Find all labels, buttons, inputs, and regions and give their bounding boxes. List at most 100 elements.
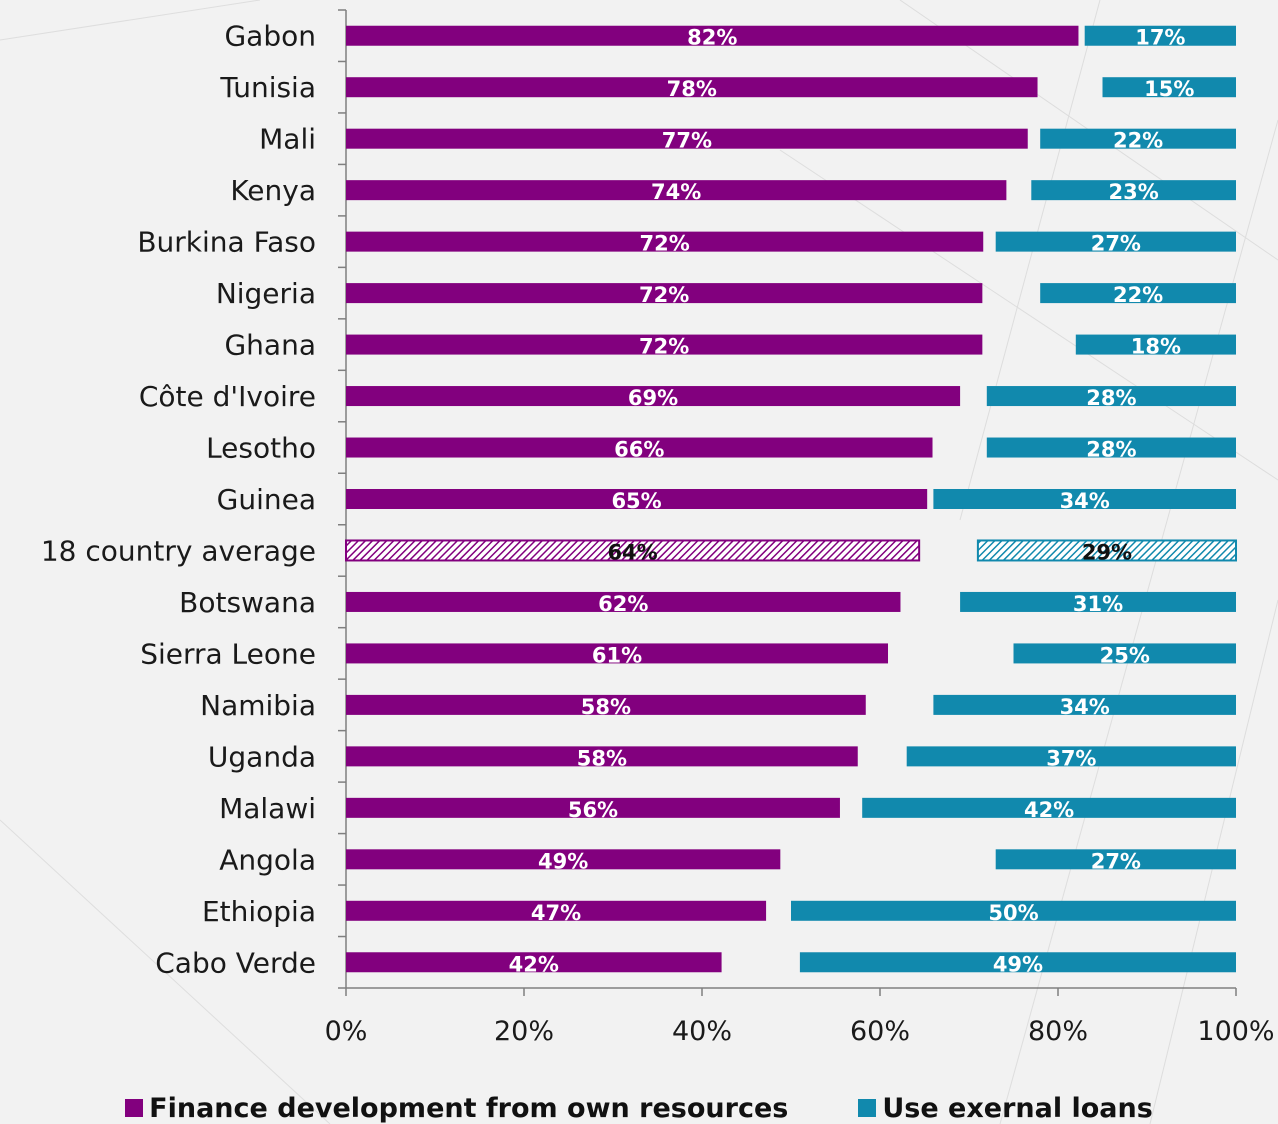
category-label-angola: Angola <box>219 843 316 876</box>
data-label-own-resources-guinea: 65% <box>611 489 661 513</box>
bar-external-loans-namibia <box>933 694 1236 715</box>
bar-external-loans-burkina-faso <box>995 231 1236 252</box>
data-label-external-loans-gabon: 17% <box>1135 26 1185 50</box>
category-label-uganda: Uganda <box>208 740 316 773</box>
x-tick-label: 40% <box>672 1016 732 1047</box>
data-label-own-resources-uganda: 58% <box>577 746 627 770</box>
bar-own-resources-angola <box>346 849 781 870</box>
data-label-own-resources-namibia: 58% <box>581 695 631 719</box>
category-label-nigeria: Nigeria <box>216 277 316 310</box>
data-label-external-loans-kenya: 23% <box>1109 180 1159 204</box>
bar-own-resources-18-country-average <box>345 539 921 562</box>
category-label-kenya: Kenya <box>230 174 316 207</box>
bar-own-resources-nigeria <box>346 283 983 304</box>
data-label-external-loans-ghana: 18% <box>1131 335 1181 359</box>
data-label-own-resources-sierra-leone: 61% <box>592 643 642 667</box>
data-label-external-loans-angola: 27% <box>1091 849 1141 873</box>
bar-external-loans-c-te-d-ivoire <box>986 386 1236 407</box>
data-label-external-loans-c-te-d-ivoire: 28% <box>1086 386 1136 410</box>
data-label-own-resources-ethiopia: 47% <box>531 901 581 925</box>
data-label-external-loans-nigeria: 22% <box>1113 283 1163 307</box>
bar-own-resources-malawi <box>346 797 840 818</box>
data-label-own-resources-cabo-verde: 42% <box>509 952 559 976</box>
data-label-own-resources-botswana: 62% <box>598 592 648 616</box>
data-label-own-resources-malawi: 56% <box>568 798 618 822</box>
category-label-namibia: Namibia <box>200 689 316 722</box>
bar-own-resources-sierra-leone <box>346 643 889 664</box>
bar-own-resources-cabo-verde <box>346 952 722 973</box>
data-label-external-loans-lesotho: 28% <box>1086 438 1136 462</box>
category-label-lesotho: Lesotho <box>206 432 316 465</box>
data-label-external-loans-botswana: 31% <box>1073 592 1123 616</box>
category-label-burkina-faso: Burkina Faso <box>137 226 316 259</box>
bar-own-resources-tunisia <box>346 77 1038 98</box>
data-label-own-resources-ghana: 72% <box>639 335 689 359</box>
legend-swatch-external-loans <box>858 1099 877 1117</box>
category-label-c-te-d-ivoire: Côte d'Ivoire <box>139 380 316 413</box>
category-label-malawi: Malawi <box>219 792 316 825</box>
bar-external-loans-nigeria <box>1040 283 1236 304</box>
bar-external-loans-botswana <box>960 591 1236 612</box>
bar-external-loans-angola <box>995 849 1236 870</box>
x-tick-label: 60% <box>850 1016 910 1047</box>
bar-own-resources-lesotho <box>346 437 933 458</box>
category-label-guinea: Guinea <box>217 483 316 516</box>
bar-external-loans-ethiopia <box>791 900 1236 921</box>
data-label-external-loans-ethiopia: 50% <box>988 901 1038 925</box>
axis-layer: 0% 20% 40% 60% 80% 100% Gabon Tunisia Mali Kenya B… <box>41 9 1275 1047</box>
data-label-own-resources-18-country-average: 64% <box>607 540 657 564</box>
category-label-botswana: Botswana <box>179 586 316 619</box>
data-label-own-resources-angola: 49% <box>538 849 588 873</box>
data-label-own-resources-nigeria: 72% <box>639 283 689 307</box>
data-label-external-loans-burkina-faso: 27% <box>1091 232 1141 256</box>
category-label-18-country-average: 18 country average <box>41 534 316 567</box>
data-label-own-resources-tunisia: 78% <box>667 77 717 101</box>
category-label-cabo-verde: Cabo Verde <box>155 946 316 979</box>
x-tick-label: 20% <box>494 1016 554 1047</box>
legend: Finance development from own resources U… <box>0 1092 1278 1124</box>
bar-external-loans-malawi <box>862 797 1236 818</box>
legend-item-own-resources[interactable]: Finance development from own resources <box>125 1093 788 1124</box>
data-label-external-loans-sierra-leone: 25% <box>1100 643 1150 667</box>
bar-own-resources-mali <box>346 128 1028 149</box>
bar-external-loans-sierra-leone <box>1013 643 1236 664</box>
bar-own-resources-kenya <box>346 180 1007 201</box>
data-label-own-resources-burkina-faso: 72% <box>639 232 689 256</box>
data-label-external-loans-guinea: 34% <box>1060 489 1110 513</box>
legend-label-external-loans: Use exernal loans <box>882 1092 1153 1124</box>
bar-external-loans-guinea <box>933 489 1236 509</box>
x-tick-label: 80% <box>1028 1016 1088 1047</box>
bar-external-loans-cabo-verde <box>799 952 1236 973</box>
bar-external-loans-uganda <box>906 746 1236 767</box>
data-label-own-resources-lesotho: 66% <box>614 438 664 462</box>
category-label-ghana: Ghana <box>224 329 316 362</box>
data-label-external-loans-namibia: 34% <box>1060 695 1110 719</box>
bar-own-resources-ghana <box>346 334 983 355</box>
bar-own-resources-namibia <box>346 694 866 715</box>
data-label-external-loans-malawi: 42% <box>1024 798 1074 822</box>
data-label-external-loans-tunisia: 15% <box>1144 77 1194 101</box>
bar-own-resources-c-te-d-ivoire <box>346 386 961 407</box>
bar-external-loans-gabon <box>1084 25 1236 46</box>
data-label-own-resources-gabon: 82% <box>687 26 737 50</box>
data-label-external-loans-mali: 22% <box>1113 129 1163 153</box>
category-label-sierra-leone: Sierra Leone <box>140 637 316 670</box>
data-label-own-resources-c-te-d-ivoire: 69% <box>628 386 678 410</box>
data-label-own-resources-mali: 77% <box>662 129 712 153</box>
bar-own-resources-burkina-faso <box>346 231 984 252</box>
data-label-external-loans-cabo-verde: 49% <box>993 952 1043 976</box>
bar-own-resources-ethiopia <box>346 900 767 921</box>
data-label-own-resources-kenya: 74% <box>651 180 701 204</box>
category-label-gabon: Gabon <box>224 20 316 53</box>
bars-layer <box>345 25 1238 973</box>
bar-external-loans-kenya <box>1031 180 1236 201</box>
data-label-external-loans-18-country-average: 29% <box>1082 540 1132 564</box>
category-label-mali: Mali <box>259 123 316 156</box>
bar-own-resources-uganda <box>346 746 858 767</box>
legend-item-external-loans[interactable]: Use exernal loans <box>858 1092 1153 1124</box>
bar-external-loans-tunisia <box>1102 77 1236 98</box>
bar-own-resources-botswana <box>346 591 901 612</box>
bar-own-resources-gabon <box>346 25 1079 46</box>
bar-external-loans-lesotho <box>986 437 1236 458</box>
